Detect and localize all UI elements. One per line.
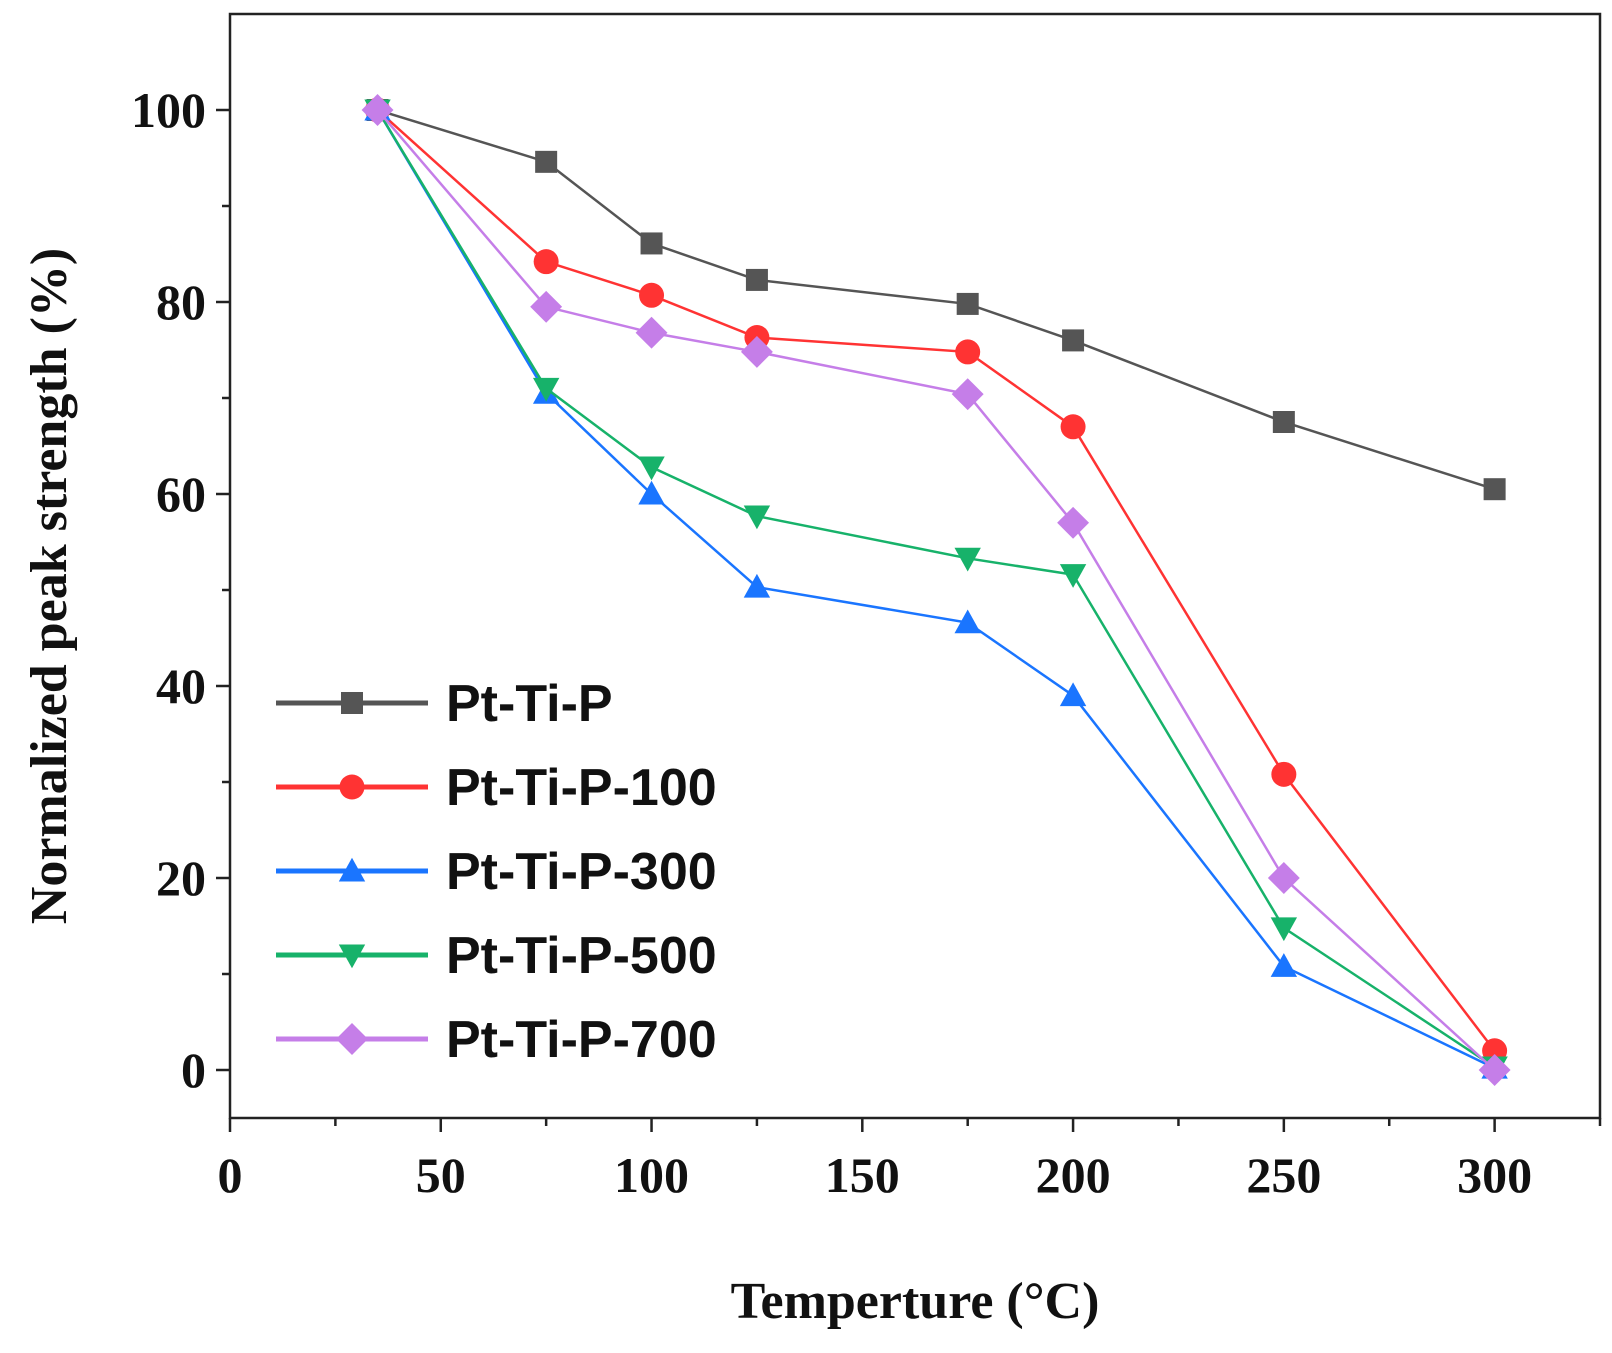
series-layer (361, 94, 1511, 1086)
legend-label: Pt-Ti-P-700 (446, 1011, 717, 1069)
data-point (533, 249, 559, 275)
series-pt-ti-p (366, 99, 1506, 501)
data-point (640, 232, 663, 255)
y-tick-label: 0 (181, 1042, 206, 1098)
data-point (743, 573, 771, 598)
data-point (955, 339, 981, 365)
legend-marker (336, 1023, 368, 1055)
data-point (1059, 564, 1087, 588)
x-tick-label: 0 (218, 1147, 243, 1203)
legend-item: Pt-Ti-P-700 (276, 1011, 717, 1069)
data-point (1059, 682, 1087, 707)
y-axis-title: Normalized peak strength (%) (21, 248, 78, 924)
data-point (638, 480, 665, 505)
y-tick-label: 40 (156, 658, 206, 714)
data-point (1057, 506, 1090, 539)
data-point (635, 316, 668, 349)
data-point (1062, 329, 1085, 352)
data-point (1271, 761, 1297, 787)
series-line (376, 109, 1496, 1069)
data-point (1267, 862, 1300, 894)
legend-item: Pt-Ti-P-500 (276, 927, 717, 985)
y-tick-label: 100 (131, 82, 206, 138)
data-point (535, 150, 558, 173)
series-pt-ti-p-700 (361, 94, 1511, 1086)
x-tick-label: 200 (1036, 1147, 1111, 1203)
series-line (376, 109, 1496, 1052)
data-point (743, 505, 771, 530)
data-point (1272, 411, 1295, 433)
x-tick-label: 100 (614, 1147, 689, 1203)
series-line (376, 109, 1496, 1070)
x-tick-label: 150 (825, 1147, 900, 1203)
legend-marker (341, 692, 363, 714)
data-point (951, 378, 984, 411)
data-point (740, 335, 773, 368)
legend: Pt-Ti-P Pt-Ti-P-100 Pt-Ti-P-300 Pt-Ti-P-500… (276, 675, 717, 1069)
data-point (530, 290, 563, 323)
data-point (532, 377, 560, 402)
legend-item: Pt-Ti-P-100 (276, 759, 717, 817)
x-tick-label: 250 (1246, 1147, 1321, 1203)
legend-marker (339, 774, 365, 800)
data-point (1478, 1054, 1511, 1086)
series-line (376, 109, 1496, 1071)
legend-marker (338, 857, 366, 882)
data-point (639, 282, 665, 308)
x-axis-title: Temperture (°C) (731, 1273, 1100, 1330)
data-point (361, 94, 394, 126)
legend-label: Pt-Ti-P-100 (446, 759, 717, 817)
legend-item: Pt-Ti-P (276, 675, 613, 733)
data-point (1270, 953, 1298, 977)
data-point (1483, 478, 1506, 501)
axes-layer: 0 50 100 150 200 250 300 0 20 40 60 80 100 (131, 12, 1602, 1203)
data-point (954, 547, 981, 572)
y-tick-label: 80 (156, 274, 206, 330)
data-point (638, 456, 665, 481)
legend-marker (338, 944, 366, 969)
y-tick-label: 20 (156, 850, 206, 906)
legend-label: Pt-Ti-P (446, 675, 613, 733)
data-point (745, 268, 768, 291)
series-line (377, 108, 1495, 491)
legend-label: Pt-Ti-P-500 (446, 927, 717, 985)
data-point (954, 609, 981, 634)
series-pt-ti-p-100 (365, 97, 1508, 1064)
data-point (956, 292, 979, 315)
y-tick-label: 60 (156, 466, 206, 522)
x-tick-label: 300 (1457, 1147, 1532, 1203)
data-point (1270, 917, 1298, 942)
data-point (1060, 414, 1086, 440)
legend-label: Pt-Ti-P-300 (446, 843, 717, 901)
plot-frame (228, 12, 1602, 1120)
x-tick-label: 50 (416, 1147, 466, 1203)
legend-item: Pt-Ti-P-300 (276, 843, 717, 901)
